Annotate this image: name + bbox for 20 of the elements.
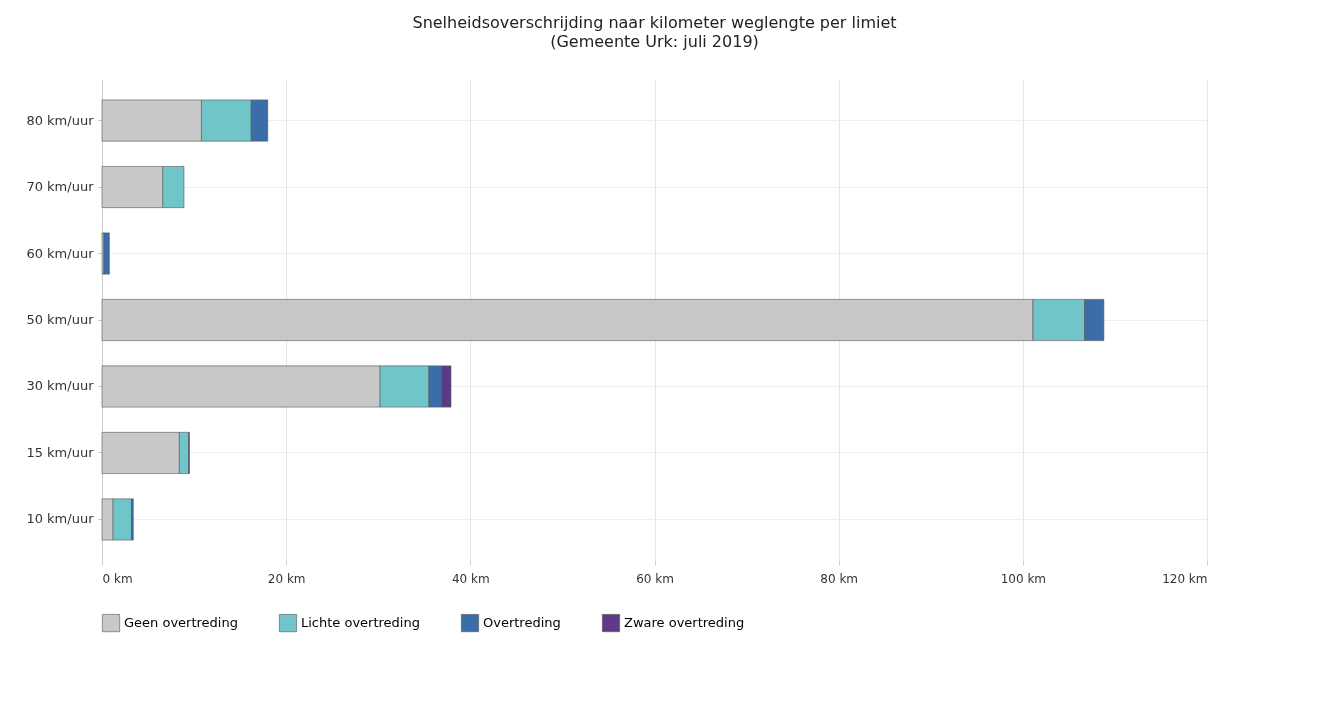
y-tick-label: 70 km/uur: [26, 179, 95, 195]
x-tick-label: 80 km: [820, 571, 859, 586]
y-tick-label: 15 km/uur: [26, 444, 95, 460]
legend-label: Zware overtreding: [624, 615, 745, 631]
chart-subtitle: (Gemeente Urk: juli 2019): [550, 32, 759, 51]
x-tick-label: 100 km: [1000, 571, 1047, 586]
legend-label: Lichte overtreding: [301, 615, 420, 631]
legend-label: Geen overtreding: [124, 615, 238, 631]
x-tick-label: 40 km: [451, 571, 490, 586]
x-tick-label: 60 km: [636, 571, 674, 586]
y-tick-label: 30 km/uur: [26, 378, 95, 394]
y-tick-label: 60 km/uur: [26, 245, 95, 261]
x-tick-label: 120 km: [1162, 571, 1208, 586]
y-tick-label: 50 km/uur: [26, 312, 95, 327]
legend-label: Overtreding: [483, 615, 561, 631]
x-tick-label: 20 km: [267, 571, 306, 586]
y-tick-label: 10 km/uur: [26, 511, 95, 527]
x-tick-label: 0 km: [102, 571, 133, 586]
chart-title: Snelheidsoverschrijding naar kilometer weglengte per limiet: [412, 13, 897, 32]
y-tick-label: 80 km/uur: [26, 112, 95, 128]
